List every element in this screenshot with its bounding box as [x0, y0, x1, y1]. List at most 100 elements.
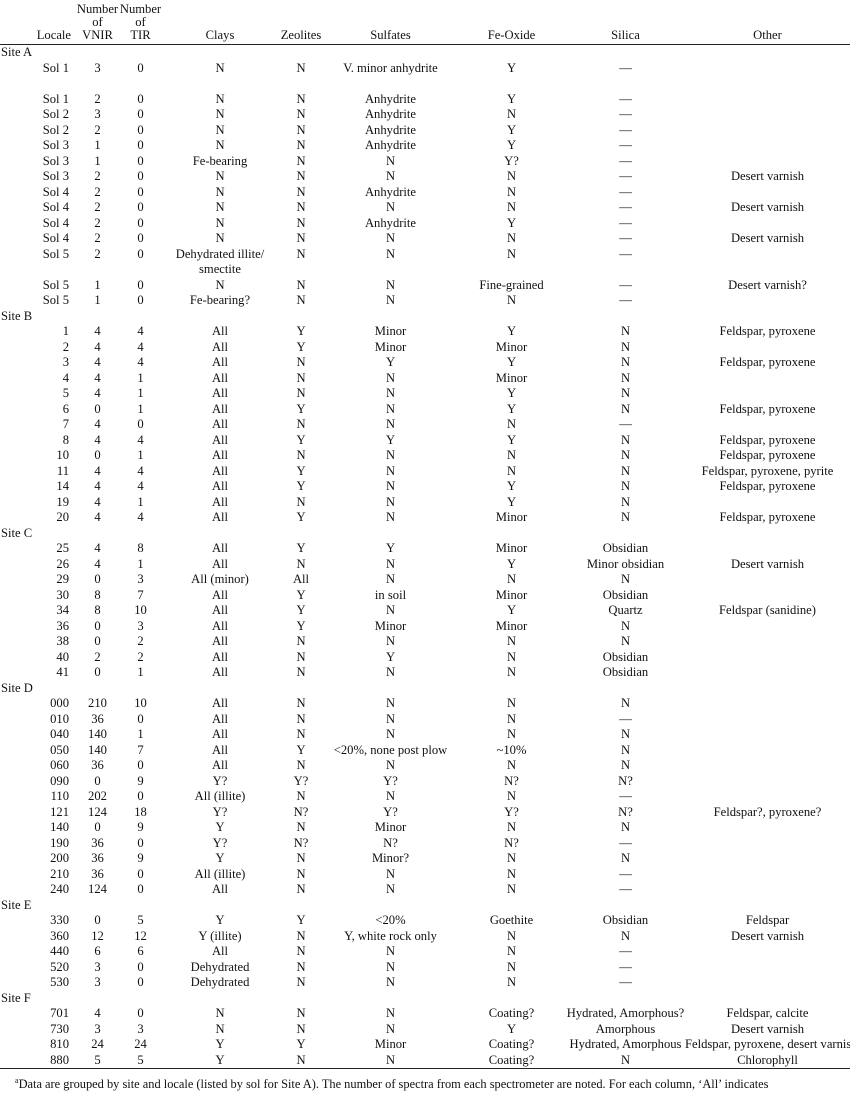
cell-vnir-count: 4 [94, 370, 101, 385]
cell-sulfates: N [385, 866, 396, 881]
cell-other [685, 836, 850, 852]
cell-clays: All [211, 355, 229, 369]
cell-locale: 41 [56, 665, 69, 679]
cell-vnir-count: 24 [91, 1037, 104, 1051]
cell-other [685, 975, 850, 991]
cell-silica: — [619, 293, 632, 307]
cell-fe-oxide: N [506, 758, 517, 772]
cell-other: Desert varnish [730, 556, 805, 571]
site-name: Site E [1, 897, 32, 912]
header-tir-line: Number [119, 2, 162, 16]
cell-fe-oxide: Y [506, 432, 517, 447]
cell-vnir-count: 1 [94, 153, 101, 168]
cell-other [685, 820, 850, 836]
cell-locale: 30 [56, 587, 69, 602]
cell-silica: — [619, 789, 632, 803]
cell-vnir-count: 2 [94, 246, 101, 261]
cell-clays: Y [215, 820, 225, 834]
cell-vnir-count: 36 [91, 866, 104, 881]
cell-tir-count: 0 [137, 866, 144, 881]
cell-sulfates: in soil [374, 587, 407, 602]
table-row: 20 4 4 All Y N Minor N Feldspar, pyroxene [0, 510, 850, 526]
cell-zeolites: N [296, 200, 306, 214]
table-body: Site A Sol 1 3 0 N N V. minor anhydrite Y — Sol 1… [0, 45, 850, 1069]
cell-silica: N [620, 479, 631, 493]
cell-tir-count: 7 [137, 742, 144, 757]
cell-vnir-count: 4 [94, 479, 101, 493]
table-row: 14 4 4 All Y N Y N Feldspar, pyroxene [0, 479, 850, 495]
cell-clays: Y [215, 851, 225, 865]
cell-silica: N [620, 928, 631, 943]
cell-fe-oxide: N [506, 928, 517, 943]
cell-zeolites: N [296, 1021, 306, 1036]
cell-tir-count: 0 [137, 153, 144, 168]
cell-silica: N [620, 727, 631, 741]
cell-zeolites: Y [296, 913, 306, 927]
cell-locale: Sol 3 [42, 138, 69, 152]
table-row: 140 0 9 Y N Minor N N [0, 820, 850, 836]
cell-sulfates: N [385, 975, 396, 989]
cell-tir-count: 18 [134, 804, 147, 819]
cell-vnir-count: 36 [91, 851, 104, 865]
header-fe-oxide: Fe-Oxide [487, 28, 536, 42]
cell-vnir-count: 2 [94, 215, 101, 230]
cell-vnir-count: 2 [94, 231, 101, 245]
cell-vnir-count: 6 [94, 944, 101, 958]
table-row: 121 124 18 Y? N? Y? Y? N? Feldspar?, pyroxene? [0, 805, 850, 821]
cell-silica: — [619, 959, 632, 974]
cell-sulfates: N [385, 463, 396, 478]
cell-other [685, 727, 850, 743]
table-row: 200 36 9 Y N Minor? N N [0, 851, 850, 867]
cell-other [685, 154, 850, 170]
cell-clays: All [211, 401, 229, 416]
cell-silica: — [619, 231, 632, 245]
cell-other: Feldspar, calcite [726, 1006, 809, 1020]
cell-other: Feldspar, pyroxene, pyrite [701, 463, 834, 478]
cell-zeolites: N [296, 696, 306, 710]
cell-sulfates: Y [385, 355, 396, 369]
cell-tir-count: 0 [137, 200, 144, 214]
cell-sulfates: N [385, 386, 396, 400]
cell-zeolites: N [296, 882, 306, 896]
cell-other [685, 185, 850, 201]
cell-tir-count: 10 [134, 696, 147, 710]
cell-tir-count: 0 [137, 231, 144, 245]
cell-fe-oxide: Goethite [489, 913, 534, 927]
cell-sulfates: N [385, 1052, 396, 1067]
cell-zeolites: N [296, 122, 306, 137]
cell-locale: Sol 2 [42, 122, 69, 137]
cell-locale: 520 [50, 959, 69, 974]
cell-vnir-count: 3 [94, 959, 101, 974]
cell-tir-count: 1 [137, 665, 144, 679]
footnote-marker: a [15, 1076, 19, 1085]
table-row: 730 3 3 N N N Y Amorphous Desert varnish [0, 1022, 850, 1038]
cell-sulfates: N [385, 200, 396, 214]
cell-tir-count: 0 [137, 122, 144, 137]
table-row: Sol 3 1 0 N N Anhydrite Y — [0, 138, 850, 154]
cell-silica: Minor obsidian [586, 556, 665, 571]
cell-locale: 4 [62, 370, 69, 385]
table-bottom-rule [0, 1068, 850, 1069]
table-row: 040 140 1 All N N N N [0, 727, 850, 743]
cell-locale: 38 [56, 634, 69, 648]
cell-vnir-count: 4 [94, 494, 101, 509]
cell-locale: Sol 4 [42, 200, 69, 214]
cell-sulfates: Y [385, 432, 396, 447]
cell-fe-oxide: ~10% [496, 742, 527, 757]
cell-clays: All [211, 510, 229, 524]
cell-tir-count: 4 [137, 432, 144, 447]
cell-silica: N [620, 820, 631, 834]
cell-clays: N [215, 215, 225, 230]
cell-fe-oxide: Y [506, 60, 517, 75]
cell-tir-count: 0 [137, 107, 144, 121]
cell-sulfates: N [385, 711, 396, 726]
cell-vnir-count: 4 [94, 463, 101, 478]
cell-sulfates: Anhydrite [364, 107, 417, 121]
cell-locale: 36 [56, 618, 69, 633]
cell-fe-oxide: Minor [495, 541, 528, 555]
cell-fe-oxide: N [506, 293, 517, 307]
cell-clays: All [211, 618, 229, 633]
cell-sulfates: Y [385, 649, 396, 664]
cell-clays: Dehydrated illite/ smectite [175, 246, 265, 277]
cell-silica: — [619, 153, 632, 168]
